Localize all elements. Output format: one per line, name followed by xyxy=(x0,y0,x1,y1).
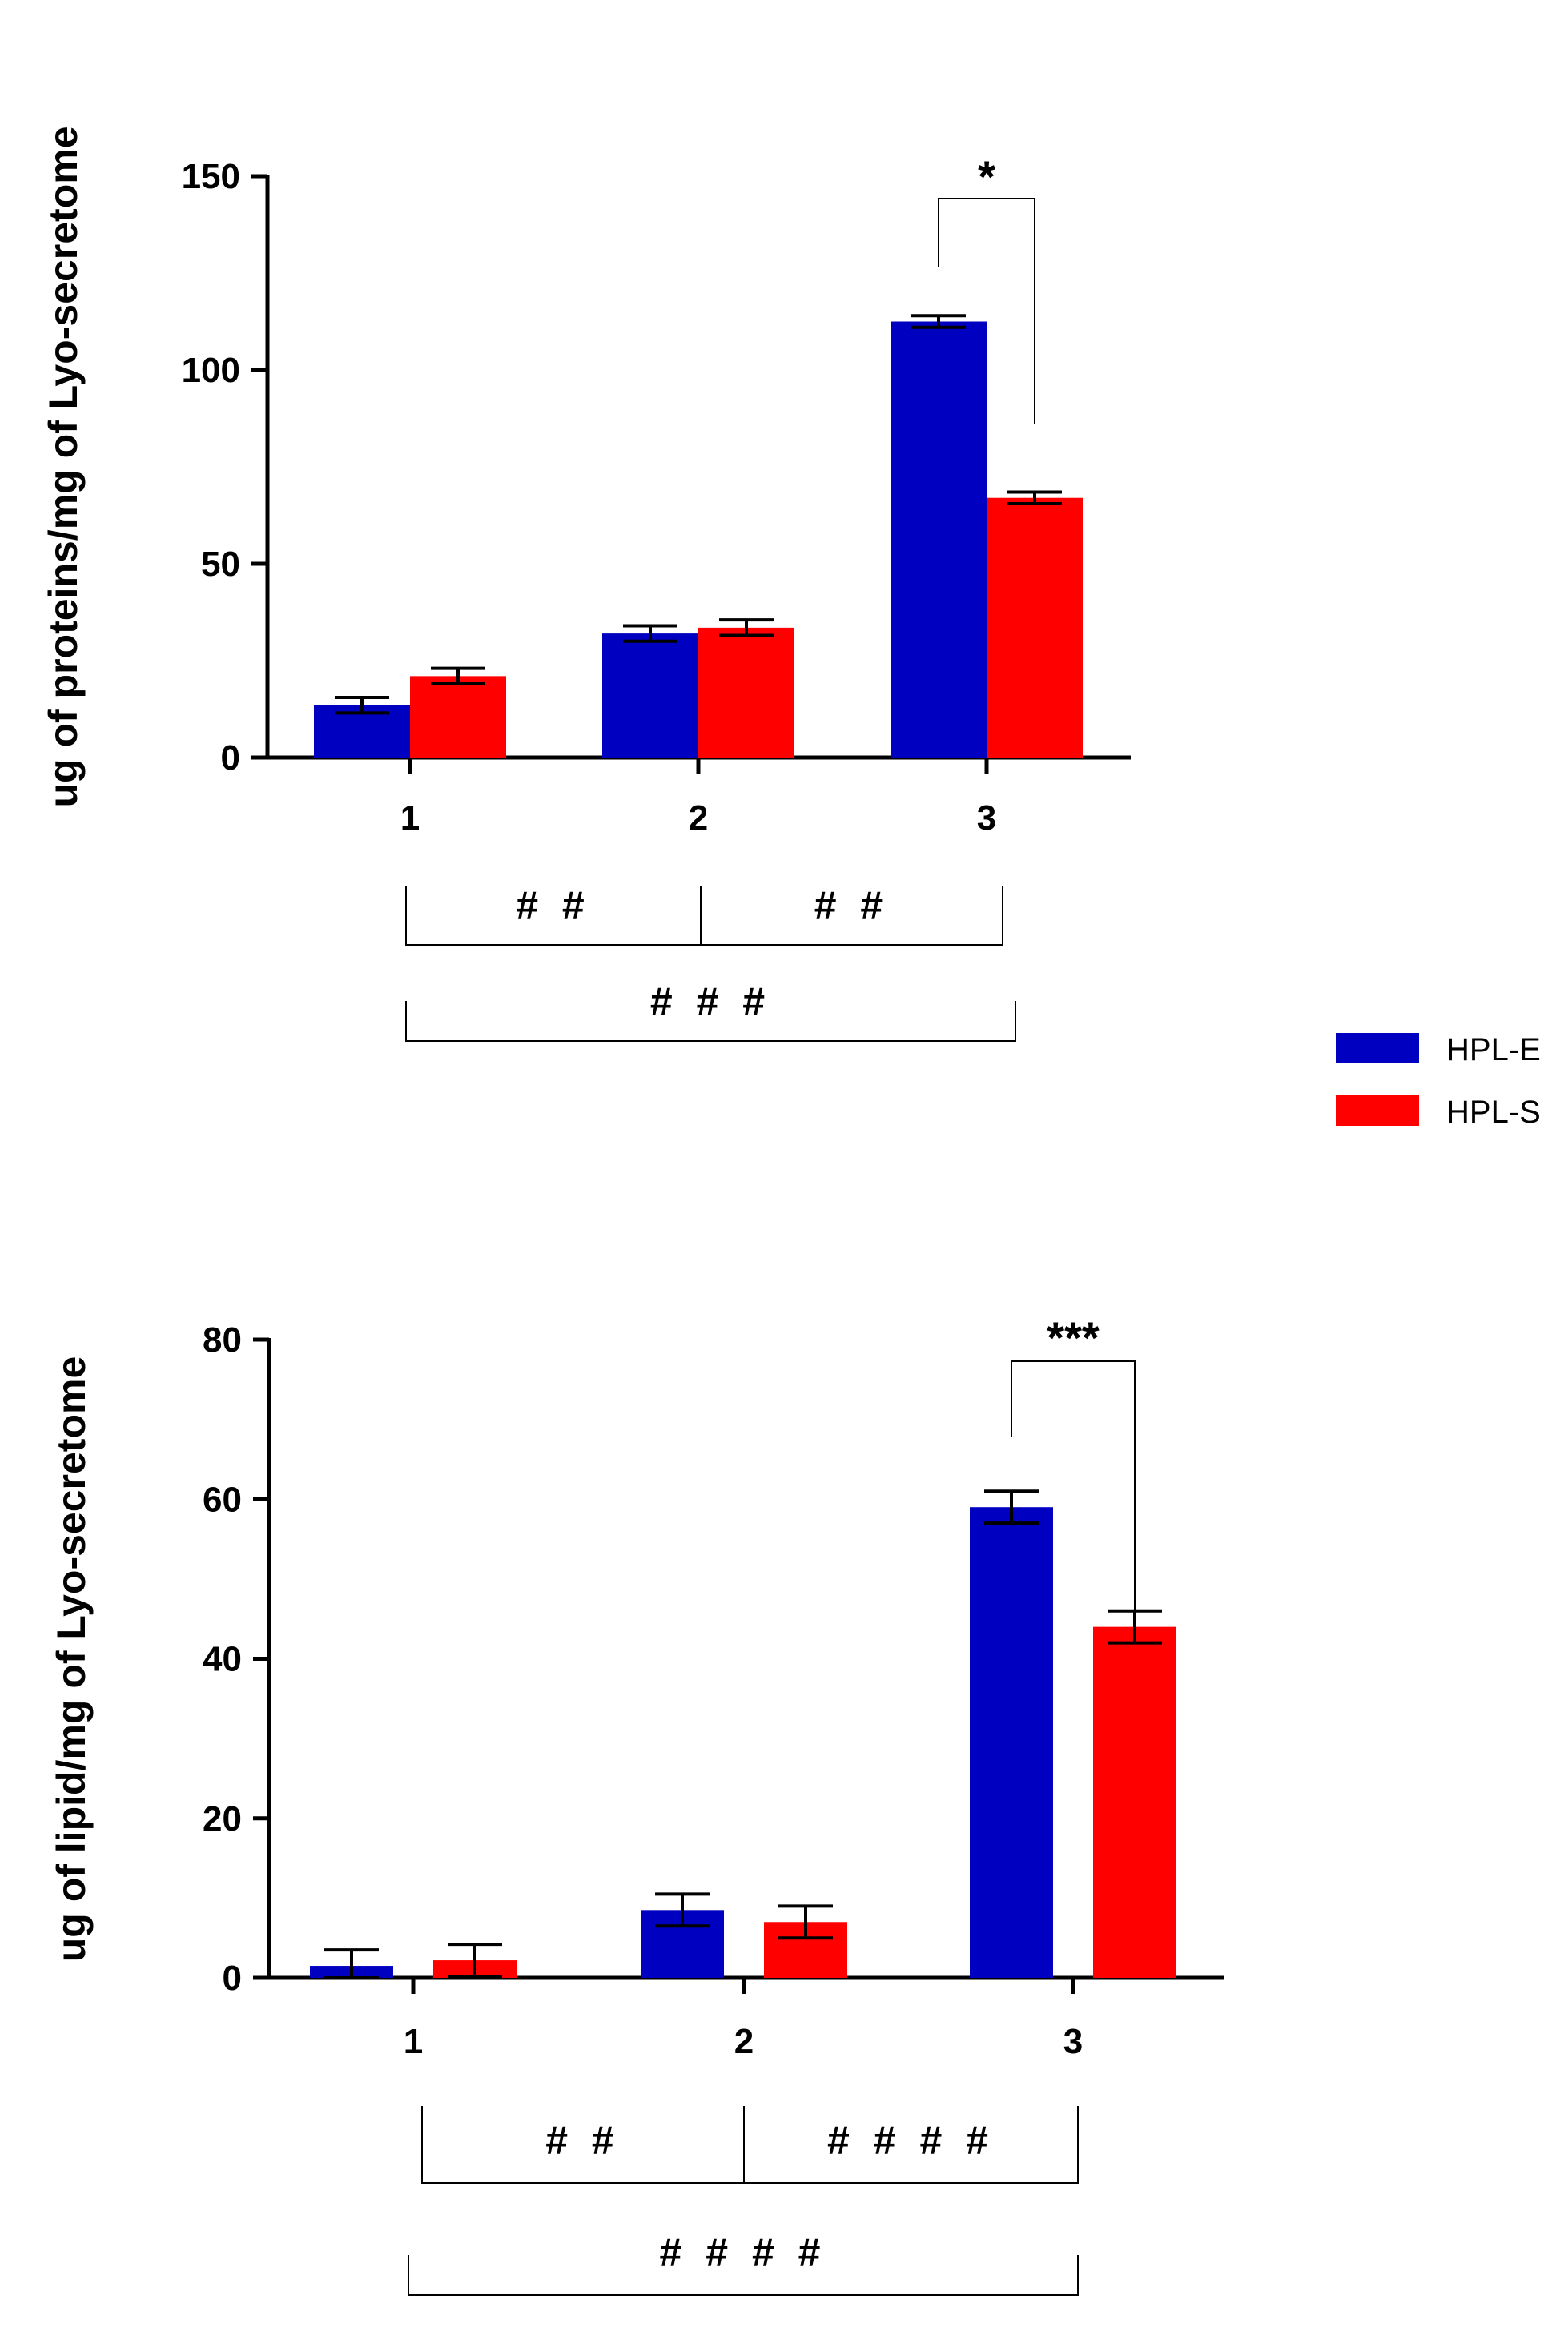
y-tick-label: 40 xyxy=(203,1640,242,1679)
x-tick-label: 2 xyxy=(689,798,708,838)
comparison-bracket xyxy=(700,886,1003,946)
protein-chart: ug of proteins/mg of Lyo-secretome 0 50 100… xyxy=(41,126,1131,1042)
bar-hpl-s-3 xyxy=(1093,1626,1176,1978)
y-tick-label: 20 xyxy=(203,1799,242,1839)
x-tick-label: 1 xyxy=(404,2022,423,2061)
y-tick-label: 0 xyxy=(221,738,240,778)
x-tick-label: 3 xyxy=(977,798,996,838)
legend: HPL-E HPL-S xyxy=(1336,1032,1541,1130)
y-tick-label: 0 xyxy=(223,1959,242,1998)
x-tick-label: 1 xyxy=(400,798,420,838)
comparison-label: # # # xyxy=(650,979,771,1024)
comparison-bracket xyxy=(743,2106,1079,2184)
bar-hpl-e-3 xyxy=(891,321,987,758)
bar-hpl-s-1 xyxy=(410,676,506,758)
significance-bracket xyxy=(938,198,1035,424)
bar-hpl-s-2 xyxy=(698,627,794,758)
y-tick-label: 50 xyxy=(201,545,240,584)
lipid-chart: ug of lipid/mg of Lyo-secretome 0 20 40 60 80… xyxy=(49,1312,1224,2296)
comparison-label: # # # # xyxy=(660,2230,827,2275)
y-axis-label: ug of lipid/mg of Lyo-secretome xyxy=(49,1356,94,1963)
y-tick-label: 60 xyxy=(203,1480,242,1519)
comparison-bracket xyxy=(408,2255,1079,2296)
comparison-bracket xyxy=(405,1001,1016,1042)
x-tick-label: 2 xyxy=(734,2022,754,2061)
legend-swatch-hpl-e xyxy=(1336,1033,1419,1063)
legend-swatch-hpl-s xyxy=(1336,1095,1419,1126)
y-tick-label: 150 xyxy=(182,157,240,196)
legend-label-hpl-e: HPL-E xyxy=(1446,1032,1541,1067)
bar-hpl-e-3 xyxy=(970,1507,1053,1978)
bar-hpl-s-3 xyxy=(987,497,1083,758)
significance-bracket xyxy=(1011,1360,1136,1614)
bar-hpl-e-2 xyxy=(602,633,698,758)
x-tick-label: 3 xyxy=(1063,2022,1083,2061)
significance-label: *** xyxy=(1047,1312,1100,1363)
comparison-label: # # xyxy=(516,883,591,928)
significance-label: * xyxy=(978,151,995,202)
comparison-label: # # xyxy=(814,883,890,928)
comparison-label: # # # # xyxy=(827,2118,995,2163)
y-tick-label: 100 xyxy=(182,351,240,390)
y-axis-label: ug of proteins/mg of Lyo-secretome xyxy=(41,126,86,807)
y-tick-label: 80 xyxy=(203,1320,242,1360)
comparison-label: # # xyxy=(545,2118,621,2163)
legend-label-hpl-s: HPL-S xyxy=(1446,1095,1541,1130)
